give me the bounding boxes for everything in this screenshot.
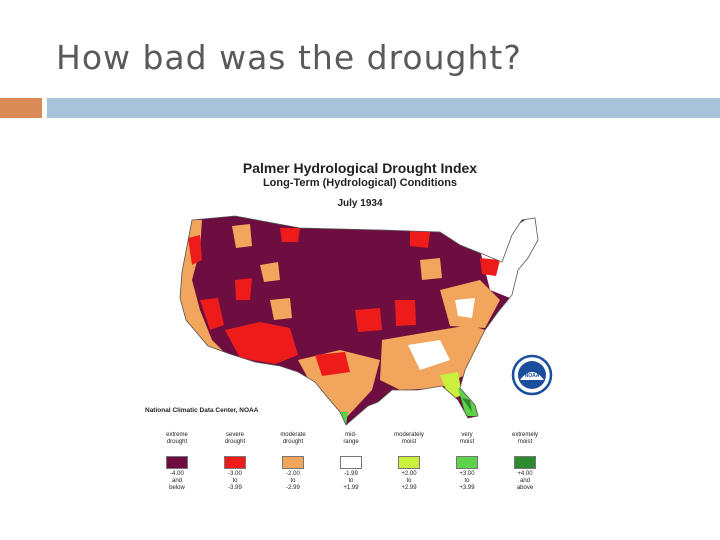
- region-mt-severe: [280, 228, 300, 242]
- us-drought-map: NOAA: [179, 215, 553, 426]
- region-ny-moderate: [490, 242, 504, 256]
- region-wi-moderate: [420, 258, 442, 280]
- legend-label: mid- range: [343, 432, 359, 445]
- region-mt-moderate: [232, 224, 252, 248]
- region-nv-severe: [235, 278, 252, 300]
- slide-title: How bad was the drought?: [56, 38, 522, 77]
- svg-text:NOAA: NOAA: [525, 373, 540, 379]
- legend-swatch: [282, 456, 304, 469]
- legend-label: very moist: [459, 432, 475, 445]
- region-wy-moderate: [260, 262, 280, 282]
- legend-label: extremely moist: [511, 432, 538, 445]
- legend-item-very-moist: very moist +3.00 to +3.99: [440, 432, 494, 492]
- region-ga-moderately-moist: [440, 372, 462, 400]
- region-se-midrange: [408, 340, 450, 370]
- region-fl-extremely-moist: [462, 398, 472, 412]
- legend-label: moderately moist: [394, 432, 424, 445]
- legend-range: +3.00 to +3.99: [459, 471, 475, 491]
- map-date: July 1934: [337, 198, 383, 209]
- legend-range: +4.00 and above: [516, 471, 534, 491]
- region-ca-severe: [200, 298, 224, 330]
- region-tx-moist: [340, 412, 348, 425]
- map-subtitle: Long-Term (Hydrological) Conditions: [262, 177, 458, 189]
- region-mn-severe: [410, 230, 430, 248]
- legend-item-moderate-drought: moderate drought -2.00 to -2.99: [266, 432, 320, 492]
- region-mo-severe: [395, 300, 416, 326]
- region-nw-severe: [188, 235, 202, 265]
- legend-item-mid-range: mid- range -1.99 to +1.99: [324, 432, 378, 492]
- region-az-moderate: [270, 298, 292, 320]
- legend-range: -4.00 and below: [169, 471, 185, 491]
- legend-item-severe-drought: severe drought -3.00 to -3.99: [208, 432, 262, 492]
- region-va-midrange: [455, 298, 475, 318]
- region-tx-moderate: [298, 350, 380, 418]
- drought-map-figure: NOAA Palmer Hydrological Drought Index L…: [140, 150, 580, 505]
- legend-swatch: [340, 456, 362, 469]
- legend-label: extreme drought: [166, 432, 188, 445]
- legend-swatch: [398, 456, 420, 469]
- map-title: Palmer Hydrological Drought Index: [242, 160, 478, 176]
- region-tx-severe: [315, 352, 350, 376]
- accent-square: [0, 98, 42, 118]
- legend-label: moderate drought: [280, 432, 306, 445]
- legend-label: severe drought: [224, 432, 246, 445]
- region-sw-severe: [225, 322, 298, 364]
- region-ok-severe: [355, 308, 382, 332]
- legend-swatch: [224, 456, 246, 469]
- legend-range: -1.99 to +1.99: [343, 471, 359, 491]
- legend-item-moderately-moist: moderately moist +2.00 to +2.99: [382, 432, 436, 492]
- legend-range: +2.00 to +2.99: [401, 471, 417, 491]
- legend-swatch: [456, 456, 478, 469]
- legend: extreme drought -4.00 and below severe d…: [150, 432, 580, 502]
- legend-range: -2.00 to -2.99: [286, 471, 300, 491]
- noaa-logo: NOAA: [511, 354, 553, 396]
- legend-swatch: [514, 456, 536, 469]
- legend-item-extreme-drought: extreme drought -4.00 and below: [150, 432, 204, 492]
- region-pa-severe: [480, 258, 500, 276]
- accent-bar: [47, 98, 720, 118]
- legend-item-extremely-moist: extremely moist +4.00 and above: [498, 432, 552, 492]
- us-outline: [179, 215, 539, 426]
- map-credit: National Climatic Data Center, NOAA: [145, 407, 259, 414]
- legend-swatch: [166, 456, 188, 469]
- legend-range: -3.00 to -3.99: [228, 471, 242, 491]
